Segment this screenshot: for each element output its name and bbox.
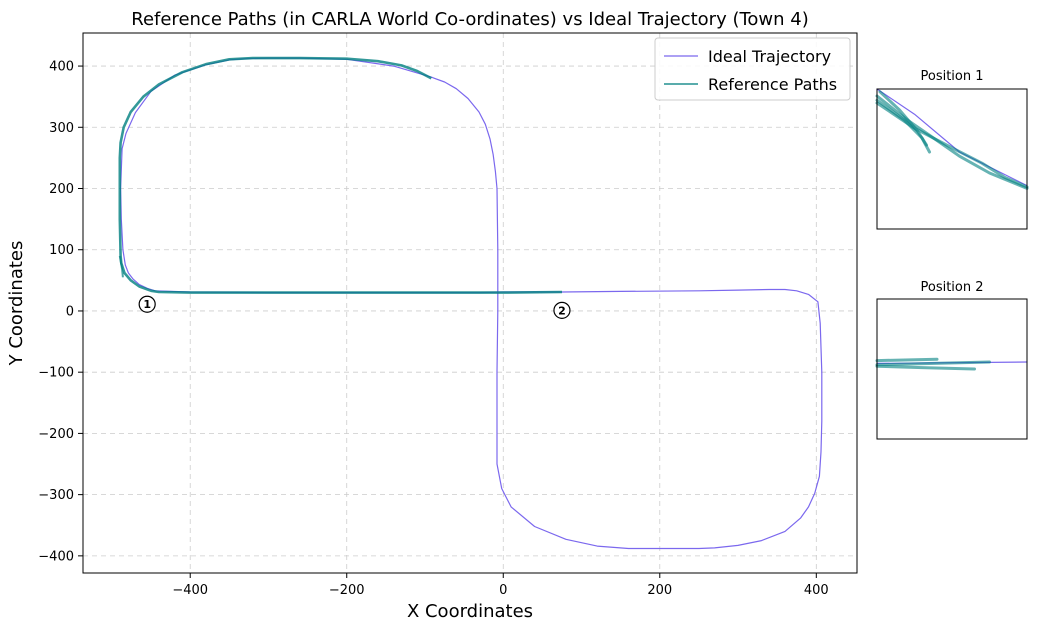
legend: Ideal Trajectory Reference Paths: [654, 37, 851, 101]
inset-ideal-line: [876, 88, 1028, 187]
y-tick-label: −200: [38, 427, 74, 442]
x-tick-label: 400: [804, 583, 829, 598]
grid: [83, 33, 857, 573]
x-tick-label: 0: [499, 583, 507, 598]
inset-frame-position-1: [876, 88, 1028, 230]
y-tick-label: 100: [49, 243, 74, 258]
position-marker-label: 2: [558, 304, 566, 317]
x-tick-label: 200: [647, 583, 672, 598]
chart-title: Reference Paths (in CARLA World Co-ordin…: [131, 9, 809, 30]
position-marker-circle: [553, 301, 571, 319]
legend-box: [654, 37, 851, 101]
y-tick-label: 0: [66, 304, 74, 319]
y-tick-label: −400: [38, 549, 74, 564]
axis-ticks: −400 −200 0 200 400 400 300 200 100 0 −100 −200 −300…: [38, 60, 828, 598]
inset-reference-line: [875, 94, 1029, 190]
inset-title-position-1: Position 1: [920, 69, 983, 84]
inset-reference-line: [875, 360, 991, 367]
y-axis-label: Y Coordinates: [6, 241, 27, 367]
series-layer: [118, 56, 823, 550]
position-marker-circle: [138, 295, 156, 313]
y-tick-label: −100: [38, 366, 74, 381]
y-tick-label: 300: [49, 121, 74, 136]
inset-2-series: [875, 357, 1028, 371]
reference-paths-line: [118, 56, 563, 294]
legend-label-reference: Reference Paths: [708, 75, 837, 94]
reference-paths-branch: [118, 255, 124, 278]
legend-label-ideal: Ideal Trajectory: [708, 47, 831, 66]
inset-reference-line: [875, 101, 1029, 189]
y-tick-label: 200: [49, 182, 74, 197]
y-tick-label: 400: [49, 60, 74, 75]
inset-title-position-2: Position 2: [920, 280, 983, 295]
inset-reference-line: [878, 90, 928, 147]
inset-reference-line: [875, 357, 939, 363]
position-marker-label: 1: [143, 298, 151, 311]
x-tick-label: −400: [172, 583, 208, 598]
x-axis-label: X Coordinates: [407, 601, 533, 622]
ideal-trajectory-line: [119, 57, 823, 550]
plot-frame: [82, 32, 858, 574]
inset-1-series: [875, 88, 1029, 190]
inset-reference-line: [875, 364, 976, 371]
inset-frame-position-2: [876, 298, 1028, 440]
x-tick-label: −200: [329, 583, 365, 598]
y-tick-label: −300: [38, 488, 74, 503]
